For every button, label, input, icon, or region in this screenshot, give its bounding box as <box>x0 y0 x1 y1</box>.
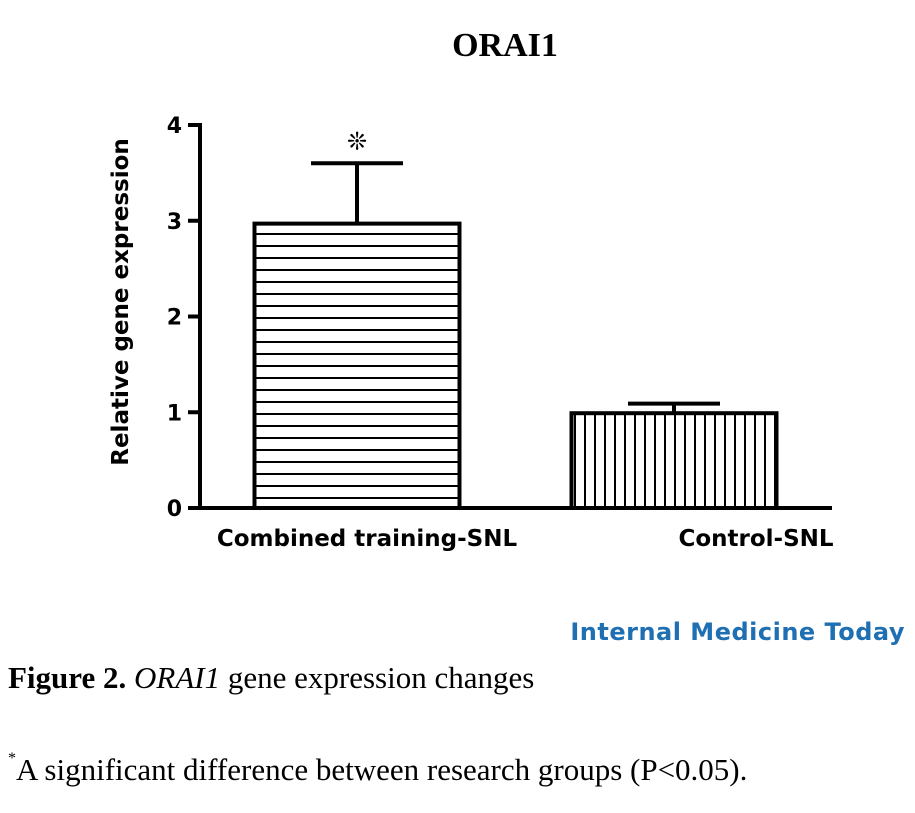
category-label-1: Control-SNL <box>678 526 833 552</box>
y-tick-label-0: 0 <box>167 497 182 522</box>
bar-chart: ORAI1 Relative gene expression 0 1 2 3 4 ❊ C… <box>108 27 834 552</box>
footnote-text: A significant difference between researc… <box>16 752 748 787</box>
y-tick-label-4: 4 <box>167 114 182 139</box>
bar-0 <box>252 221 462 510</box>
y-axis-ticks: 0 1 2 3 4 <box>167 114 200 522</box>
chart-title: ORAI1 <box>452 27 558 64</box>
y-tick-label-2: 2 <box>167 306 182 331</box>
y-tick-label-3: 3 <box>167 210 182 235</box>
significance-footnote: *A significant difference between resear… <box>8 750 748 788</box>
footnote-marker: * <box>8 750 16 767</box>
category-label-0: Combined training-SNL <box>217 526 518 552</box>
figure-caption: Figure 2. ORAI1 gene expression changes <box>8 660 534 696</box>
caption-text: gene expression changes <box>227 660 535 695</box>
significance-marker-0: ❊ <box>347 127 367 155</box>
caption-gene: ORAI1 <box>134 660 221 695</box>
caption-label: Figure 2. <box>8 660 127 695</box>
category-labels: Combined training-SNL Control-SNL <box>217 526 834 552</box>
y-tick-label-1: 1 <box>167 401 182 426</box>
bars-group: ❊ <box>252 127 779 510</box>
journal-watermark: Internal Medicine Today <box>570 618 905 646</box>
bar-1 <box>569 411 779 510</box>
y-axis-label: Relative gene expression <box>108 138 134 466</box>
